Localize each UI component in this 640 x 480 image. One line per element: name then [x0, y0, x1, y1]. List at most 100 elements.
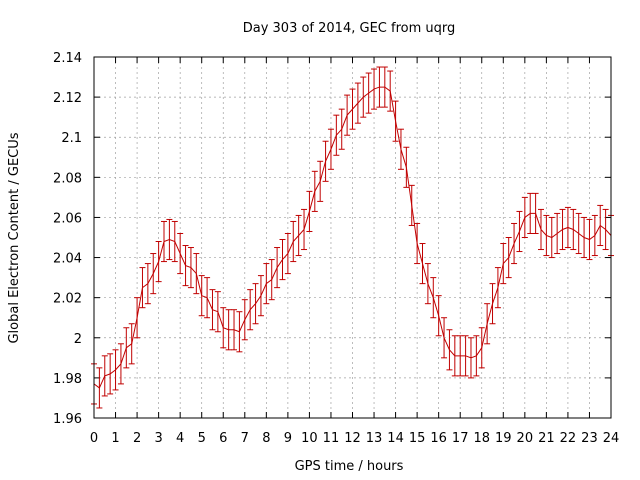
y-tick-label: 2.04 — [53, 252, 82, 267]
error-bar — [231, 309, 238, 351]
error-bar — [290, 220, 297, 263]
error-bar — [220, 307, 227, 349]
y-tick-label: 1.98 — [53, 372, 82, 387]
x-tick-label: 15 — [409, 431, 426, 446]
error-bar — [257, 275, 264, 317]
error-bar — [263, 263, 270, 305]
x-tick-label: 2 — [133, 431, 141, 446]
error-bar — [473, 335, 480, 377]
error-bar — [236, 311, 243, 353]
x-tick-label: 5 — [198, 431, 206, 446]
error-bar — [575, 212, 582, 255]
error-bar — [161, 220, 168, 263]
x-tick-label: 20 — [517, 431, 534, 446]
error-bar — [494, 267, 501, 309]
data-series — [91, 66, 614, 409]
error-bar — [123, 327, 130, 369]
error-bar — [532, 192, 539, 234]
error-bar — [597, 204, 604, 247]
x-tick-label: 24 — [603, 431, 620, 446]
error-bar — [301, 208, 308, 251]
y-tick-label: 2 — [74, 332, 82, 347]
error-bar — [279, 239, 286, 281]
error-bar — [198, 275, 205, 317]
x-tick-label: 14 — [387, 431, 404, 446]
error-bar — [107, 353, 114, 395]
error-bar — [516, 210, 523, 253]
error-bar — [204, 277, 211, 319]
plot-frame — [93, 56, 612, 419]
x-tick-label: 16 — [430, 431, 447, 446]
error-bar — [484, 303, 491, 345]
error-bar — [295, 214, 302, 257]
error-bar — [128, 323, 135, 365]
error-bar — [333, 114, 340, 156]
error-bar — [241, 299, 248, 341]
error-bar — [225, 309, 232, 351]
error-bar — [177, 232, 184, 275]
error-bar — [327, 128, 334, 170]
y-tick-label: 2.08 — [53, 171, 82, 186]
error-bar — [354, 82, 361, 124]
x-tick-label: 6 — [219, 431, 227, 446]
x-tick-label: 12 — [344, 431, 361, 446]
error-bar — [381, 66, 388, 108]
x-tick-label: 17 — [452, 431, 469, 446]
error-bar — [274, 247, 281, 289]
x-tick-label: 3 — [154, 431, 162, 446]
x-tick-label: 13 — [366, 431, 383, 446]
error-bar — [500, 243, 507, 285]
x-tick-label: 19 — [495, 431, 512, 446]
x-tick-label: 18 — [473, 431, 490, 446]
error-bar — [134, 297, 141, 339]
x-tick-label: 23 — [581, 431, 598, 446]
y-tick-label: 2.06 — [53, 211, 82, 226]
error-bar — [376, 66, 383, 108]
error-bar — [187, 247, 194, 289]
error-bar — [144, 263, 151, 305]
x-tick-label: 21 — [538, 431, 555, 446]
error-bar — [441, 317, 448, 359]
error-bar — [139, 267, 146, 309]
y-tick-label: 2.02 — [53, 292, 82, 307]
error-bar — [408, 184, 415, 226]
error-bar — [467, 337, 474, 379]
error-bar — [462, 335, 469, 377]
x-tick-label: 1 — [111, 431, 119, 446]
error-bar — [268, 259, 275, 301]
chart-title: Day 303 of 2014, GEC from uqrg — [243, 21, 456, 36]
error-bar — [591, 214, 598, 257]
error-bar — [150, 253, 157, 295]
error-bar — [527, 192, 534, 234]
error-bar — [489, 283, 496, 325]
error-bar — [446, 329, 453, 371]
error-bar — [419, 243, 426, 285]
error-bar — [543, 214, 550, 257]
error-bar — [349, 88, 356, 130]
error-bar — [548, 216, 555, 259]
error-bar — [317, 160, 324, 202]
error-bar — [387, 70, 394, 112]
error-bar — [209, 289, 216, 331]
y-tick-label: 2.12 — [53, 91, 82, 106]
error-bar — [112, 349, 119, 391]
x-tick-label: 11 — [323, 431, 340, 446]
error-bar — [182, 245, 189, 287]
error-bar — [403, 146, 410, 188]
x-tick-label: 7 — [241, 431, 249, 446]
error-bar — [193, 253, 200, 295]
error-bar — [559, 208, 566, 251]
error-bar — [117, 343, 124, 385]
error-bar — [365, 72, 372, 114]
error-bar — [306, 190, 313, 232]
error-bar — [360, 76, 367, 118]
error-bar — [392, 100, 399, 142]
error-bar — [338, 108, 345, 150]
error-bar — [602, 208, 609, 251]
y-tick-label: 2.1 — [61, 131, 82, 146]
error-bar — [451, 335, 458, 377]
y-axis-label: Global Electron Content / GECUs — [7, 132, 22, 343]
x-tick-label: 9 — [284, 431, 292, 446]
error-bar — [247, 289, 254, 331]
